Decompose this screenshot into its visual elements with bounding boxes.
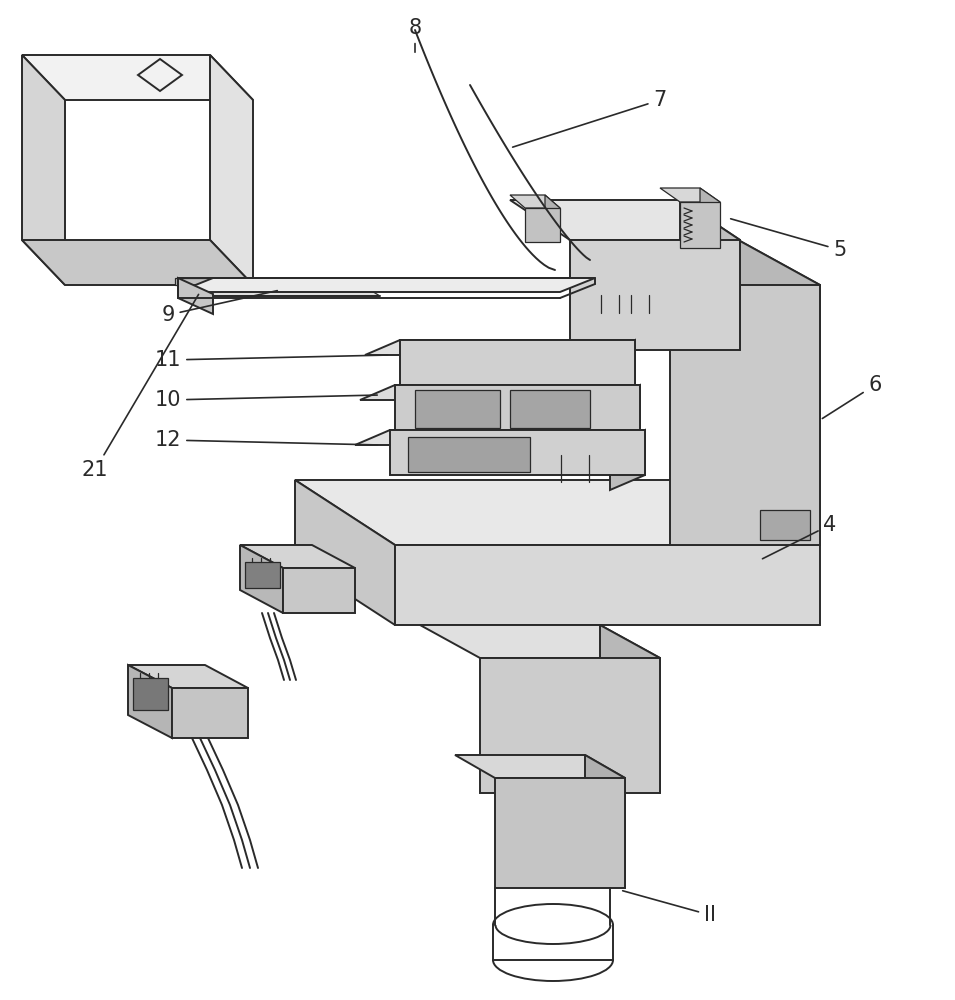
Polygon shape xyxy=(600,340,635,400)
Polygon shape xyxy=(295,480,395,625)
Polygon shape xyxy=(700,188,720,248)
Polygon shape xyxy=(600,625,660,793)
Polygon shape xyxy=(408,437,530,472)
Polygon shape xyxy=(395,385,640,430)
Polygon shape xyxy=(585,755,625,888)
Polygon shape xyxy=(610,430,645,490)
Text: 21: 21 xyxy=(82,294,199,480)
Polygon shape xyxy=(22,240,253,285)
Text: 11: 11 xyxy=(155,350,387,370)
Polygon shape xyxy=(395,545,820,625)
Polygon shape xyxy=(680,202,720,248)
Text: 4: 4 xyxy=(762,515,837,559)
Polygon shape xyxy=(178,278,213,314)
Polygon shape xyxy=(172,688,248,738)
Polygon shape xyxy=(245,562,280,588)
Polygon shape xyxy=(420,625,660,658)
Text: 7: 7 xyxy=(513,90,667,147)
Polygon shape xyxy=(570,240,740,350)
Polygon shape xyxy=(510,200,740,240)
Polygon shape xyxy=(390,430,645,475)
Text: 5: 5 xyxy=(731,219,847,260)
Polygon shape xyxy=(295,480,820,545)
Polygon shape xyxy=(660,188,720,202)
Polygon shape xyxy=(133,678,168,710)
Polygon shape xyxy=(128,665,172,738)
Text: 6: 6 xyxy=(822,375,881,419)
Polygon shape xyxy=(365,340,635,355)
Polygon shape xyxy=(480,658,660,793)
Text: 10: 10 xyxy=(155,390,377,410)
Polygon shape xyxy=(510,390,590,428)
Polygon shape xyxy=(180,290,380,296)
Polygon shape xyxy=(455,755,625,778)
Polygon shape xyxy=(670,285,820,545)
Text: II: II xyxy=(623,891,716,925)
Polygon shape xyxy=(510,195,560,208)
Polygon shape xyxy=(720,230,820,545)
Polygon shape xyxy=(525,208,560,242)
Polygon shape xyxy=(175,278,210,285)
Polygon shape xyxy=(240,545,355,568)
Text: 9: 9 xyxy=(161,291,277,325)
Polygon shape xyxy=(415,390,500,428)
Text: 12: 12 xyxy=(155,430,377,450)
Polygon shape xyxy=(760,510,810,540)
Polygon shape xyxy=(178,285,218,292)
Polygon shape xyxy=(240,545,283,613)
Polygon shape xyxy=(680,200,740,350)
Polygon shape xyxy=(570,230,820,285)
Polygon shape xyxy=(128,665,248,688)
Polygon shape xyxy=(545,195,560,242)
Polygon shape xyxy=(605,385,640,445)
Polygon shape xyxy=(22,55,253,100)
Polygon shape xyxy=(22,55,65,285)
Polygon shape xyxy=(400,340,635,385)
Polygon shape xyxy=(355,430,645,445)
Polygon shape xyxy=(283,568,355,613)
Text: 8: 8 xyxy=(409,18,421,52)
Polygon shape xyxy=(178,278,595,292)
Polygon shape xyxy=(495,778,625,888)
Polygon shape xyxy=(210,55,253,285)
Polygon shape xyxy=(360,385,640,400)
